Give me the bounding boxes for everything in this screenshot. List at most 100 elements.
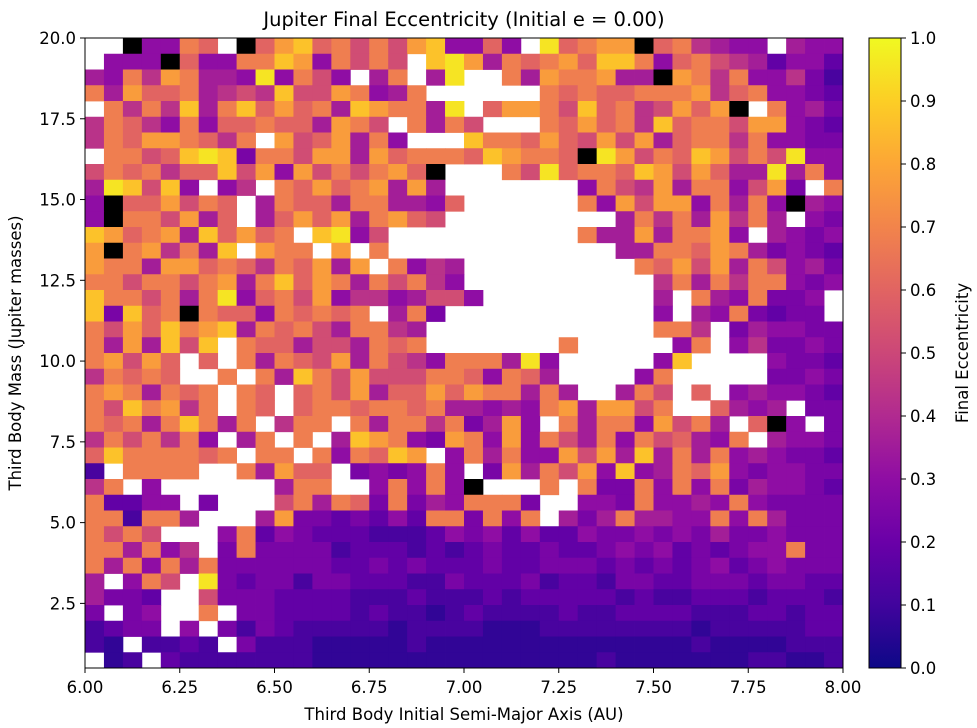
heatmap-cell <box>312 164 331 180</box>
heatmap-cell <box>331 164 350 180</box>
heatmap-cell <box>597 38 616 54</box>
heatmap-cell <box>104 511 123 527</box>
heatmap-cell <box>237 652 256 668</box>
heatmap-cell <box>691 605 710 621</box>
heatmap-cell <box>710 574 729 590</box>
heatmap-cell <box>654 196 673 212</box>
heatmap-cell <box>691 164 710 180</box>
heatmap-cell <box>767 243 786 259</box>
heatmap-cell <box>824 637 843 653</box>
heatmap-cell <box>521 463 540 479</box>
heatmap-cell <box>369 148 388 164</box>
heatmap-cell <box>275 274 294 290</box>
heatmap-cell <box>483 495 502 511</box>
heatmap-cell <box>654 101 673 117</box>
heatmap-cell <box>521 558 540 574</box>
heatmap-cell <box>369 526 388 542</box>
heatmap-cell <box>142 463 161 479</box>
heatmap-cell <box>350 385 369 401</box>
heatmap-cell <box>502 495 521 511</box>
heatmap-cell <box>691 448 710 464</box>
heatmap-cell <box>691 574 710 590</box>
heatmap-cell <box>654 274 673 290</box>
heatmap-cell <box>237 463 256 479</box>
heatmap-cell <box>824 369 843 385</box>
heatmap-cell <box>824 243 843 259</box>
heatmap-cell <box>767 605 786 621</box>
heatmap-cell <box>578 400 597 416</box>
heatmap-cell <box>199 605 218 621</box>
heatmap-cell <box>445 558 464 574</box>
heatmap-cell <box>161 243 180 259</box>
heatmap-cell <box>616 133 635 149</box>
heatmap-cell <box>293 526 312 542</box>
heatmap-cell <box>293 70 312 86</box>
heatmap-cell <box>578 54 597 70</box>
heatmap-cell <box>199 101 218 117</box>
heatmap-cell <box>142 70 161 86</box>
heatmap-cell <box>85 337 104 353</box>
heatmap-cell <box>786 322 805 338</box>
heatmap-cell <box>635 259 654 275</box>
heatmap-cell <box>180 385 199 401</box>
heatmap-cell <box>275 369 294 385</box>
heatmap-cell <box>426 605 445 621</box>
heatmap-cell <box>691 38 710 54</box>
heatmap-cell <box>161 211 180 227</box>
heatmap-cell <box>331 637 350 653</box>
heatmap-cell <box>388 306 407 322</box>
heatmap-cell <box>445 54 464 70</box>
heatmap-cell <box>237 259 256 275</box>
heatmap-cell <box>331 290 350 306</box>
heatmap-cell <box>521 589 540 605</box>
heatmap-cell <box>654 652 673 668</box>
heatmap-cell <box>748 38 767 54</box>
heatmap-cell <box>729 243 748 259</box>
heatmap-cell <box>142 85 161 101</box>
heatmap-cell <box>218 196 237 212</box>
heatmap-cell <box>616 227 635 243</box>
heatmap-cell <box>123 227 142 243</box>
heatmap-cell <box>502 542 521 558</box>
heatmap-cell <box>597 101 616 117</box>
heatmap-cell <box>256 400 275 416</box>
heatmap-cell <box>578 196 597 212</box>
heatmap-cell <box>635 133 654 149</box>
heatmap-cell <box>180 133 199 149</box>
heatmap-cell <box>597 432 616 448</box>
heatmap-cell <box>540 117 559 133</box>
heatmap-cell <box>464 511 483 527</box>
heatmap-cell <box>748 211 767 227</box>
heatmap-cell <box>331 101 350 117</box>
heatmap-cell <box>654 54 673 70</box>
heatmap-cell <box>350 259 369 275</box>
heatmap-cell <box>407 495 426 511</box>
heatmap-cell <box>654 164 673 180</box>
heatmap-cell <box>767 164 786 180</box>
heatmap-cell <box>369 196 388 212</box>
heatmap-cell <box>616 558 635 574</box>
heatmap-cell <box>218 243 237 259</box>
heatmap-cell <box>805 290 824 306</box>
heatmap-cell <box>578 164 597 180</box>
heatmap-cell <box>180 164 199 180</box>
heatmap-cell <box>218 211 237 227</box>
heatmap-cell <box>445 148 464 164</box>
heatmap-cell <box>104 637 123 653</box>
heatmap-cell <box>142 274 161 290</box>
x-tick-label: 7.50 <box>635 678 672 697</box>
heatmap-cell <box>805 306 824 322</box>
heatmap-cell <box>748 495 767 511</box>
heatmap-cell <box>218 416 237 432</box>
heatmap-cell <box>635 211 654 227</box>
heatmap-cell <box>729 227 748 243</box>
heatmap-cell <box>654 605 673 621</box>
heatmap-cell <box>218 652 237 668</box>
heatmap-cell <box>445 196 464 212</box>
heatmap-cell <box>350 133 369 149</box>
heatmap-cell <box>256 621 275 637</box>
heatmap-cell <box>691 274 710 290</box>
heatmap-cell <box>407 369 426 385</box>
heatmap-cell <box>597 196 616 212</box>
heatmap-cell <box>312 306 331 322</box>
